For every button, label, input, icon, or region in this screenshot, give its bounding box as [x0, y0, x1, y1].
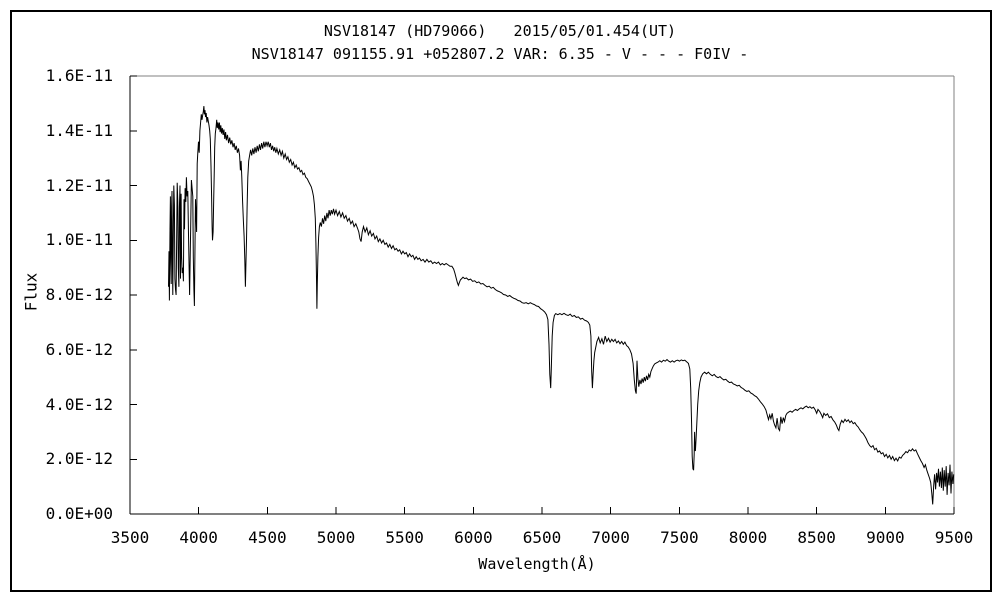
x-tick-label-9000: 9000 [866, 528, 905, 547]
x-tick-label-4500: 4500 [248, 528, 287, 547]
chart-title: NSV18147 (HD79066) 2015/05/01.454(UT) [323, 22, 677, 40]
spectrum-line [168, 106, 955, 505]
y-tick-label-1.0E-11: 1.0E-11 [45, 230, 113, 250]
y-tick-label-8.0E-12: 8.0E-12 [45, 285, 113, 304]
y-tick-label-1.6E-11: 1.6E-11 [45, 66, 113, 85]
y-tick-label-6.0E-12: 6.0E-12 [45, 339, 113, 359]
x-tick-label-6000: 6000 [454, 528, 493, 547]
x-tick-label-3500: 3500 [110, 528, 150, 547]
x-tick-label-8000: 8000 [728, 528, 768, 547]
x-tick-label-5000: 5000 [316, 528, 356, 547]
x-tick-label-7500: 7500 [660, 528, 699, 547]
x-axis-label: Wavelength(Å) [478, 555, 596, 573]
chart-subtitle: NSV18147 091155.91 +052807.2 VAR: 6.35 -… [251, 45, 749, 63]
y-tick-label-2.0E-12: 2.0E-12 [45, 449, 113, 469]
x-tick-label-9500: 9500 [934, 528, 974, 547]
x-tick-label-4000: 4000 [179, 528, 218, 547]
y-tick-label-1.4E-11: 1.4E-11 [45, 120, 113, 140]
y-tick-label-1.2E-11: 1.2E-11 [45, 175, 113, 195]
y-tick-label-0.0E+00: 0.0E+00 [45, 504, 113, 523]
y-tick-label-4.0E-12: 4.0E-12 [45, 394, 113, 414]
x-tick-label-6500: 6500 [522, 528, 562, 547]
x-tick-label-8500: 8500 [797, 528, 836, 547]
x-tick-label-7000: 7000 [591, 528, 630, 547]
figure-border [10, 10, 992, 592]
x-tick-label-5500: 5500 [385, 528, 424, 547]
